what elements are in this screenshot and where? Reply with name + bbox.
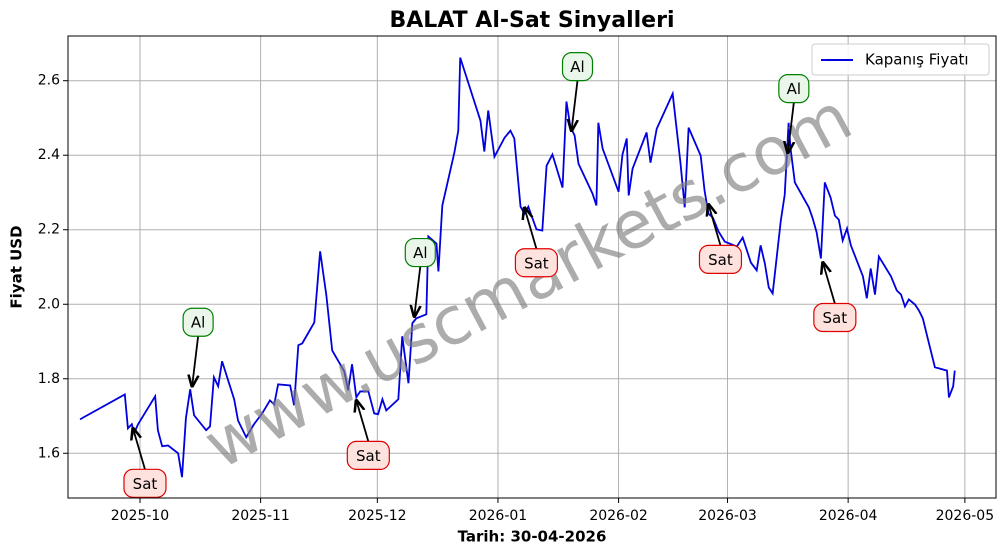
annotation: Sat	[698, 204, 743, 275]
annotation-arrow	[823, 263, 836, 304]
x-tick-label: 2026-03	[698, 508, 757, 524]
annotation-arrow	[192, 336, 198, 386]
annotation-label: Al	[570, 58, 584, 76]
annotation-box	[561, 52, 594, 82]
chart-title: BALAT Al-Sat Sinyalleri	[390, 8, 675, 33]
annotation: Al	[561, 52, 594, 131]
x-tick-label: 2025-12	[348, 508, 407, 524]
annotation-arrow	[414, 266, 420, 317]
annotation-label: Al	[191, 314, 205, 332]
y-tick-label: 2.0	[38, 296, 60, 312]
y-tick-label: 2.4	[38, 147, 60, 163]
x-tick-label: 2026-01	[469, 508, 528, 524]
plot-frame	[67, 35, 997, 499]
y-tick-label: 2.2	[38, 222, 60, 238]
x-axis-label: Tarih: 30-04-2026	[458, 528, 607, 546]
annotation-label: Sat	[708, 251, 733, 269]
annotation: Sat	[813, 263, 857, 333]
annotation-box	[123, 468, 167, 498]
annotation: Sat	[123, 428, 167, 498]
annotation: Al	[404, 237, 436, 317]
annotation-box	[514, 248, 559, 278]
annotation-arrow	[708, 204, 722, 246]
annotation-label: Sat	[524, 254, 549, 272]
annotation-label: Sat	[356, 447, 381, 465]
annotation-box	[698, 244, 743, 275]
annotation-box	[346, 440, 390, 470]
legend: Kapanış Fiyatı	[811, 43, 990, 76]
annotation-box	[778, 74, 810, 104]
annotation: Sat	[514, 208, 559, 278]
x-tick-label: 2026-05	[936, 508, 995, 524]
annotation-label: Sat	[133, 475, 158, 493]
annotation-box	[813, 302, 857, 333]
annotation-arrow	[524, 208, 538, 250]
y-axis-label: Fiyat USD	[8, 225, 26, 308]
annotation-arrow	[788, 102, 794, 153]
annotation-arrow	[356, 400, 370, 442]
annotation-arrow	[571, 80, 577, 131]
annotation-label: Al	[787, 80, 801, 98]
annotation: Al	[778, 74, 810, 153]
legend-box	[811, 43, 990, 76]
y-tick-label: 2.6	[38, 73, 60, 89]
x-tick-label: 2025-11	[231, 508, 290, 524]
x-tick-label: 2026-04	[819, 508, 878, 524]
annotation: Sat	[346, 400, 390, 470]
price-line	[79, 57, 956, 478]
y-tick-label: 1.6	[38, 445, 60, 461]
x-tick-label: 2026-02	[589, 508, 648, 524]
annotation-label: Al	[413, 244, 427, 262]
legend-label: Kapanış Fiyatı	[865, 51, 969, 69]
annotation-box	[182, 307, 214, 337]
annotation-arrow	[133, 428, 146, 470]
y-tick-label: 1.8	[38, 371, 60, 387]
x-tick-label: 2025-10	[111, 508, 170, 524]
annotation-label: Sat	[823, 309, 848, 327]
annotation-box	[404, 237, 436, 268]
annotation: Al	[182, 307, 214, 386]
